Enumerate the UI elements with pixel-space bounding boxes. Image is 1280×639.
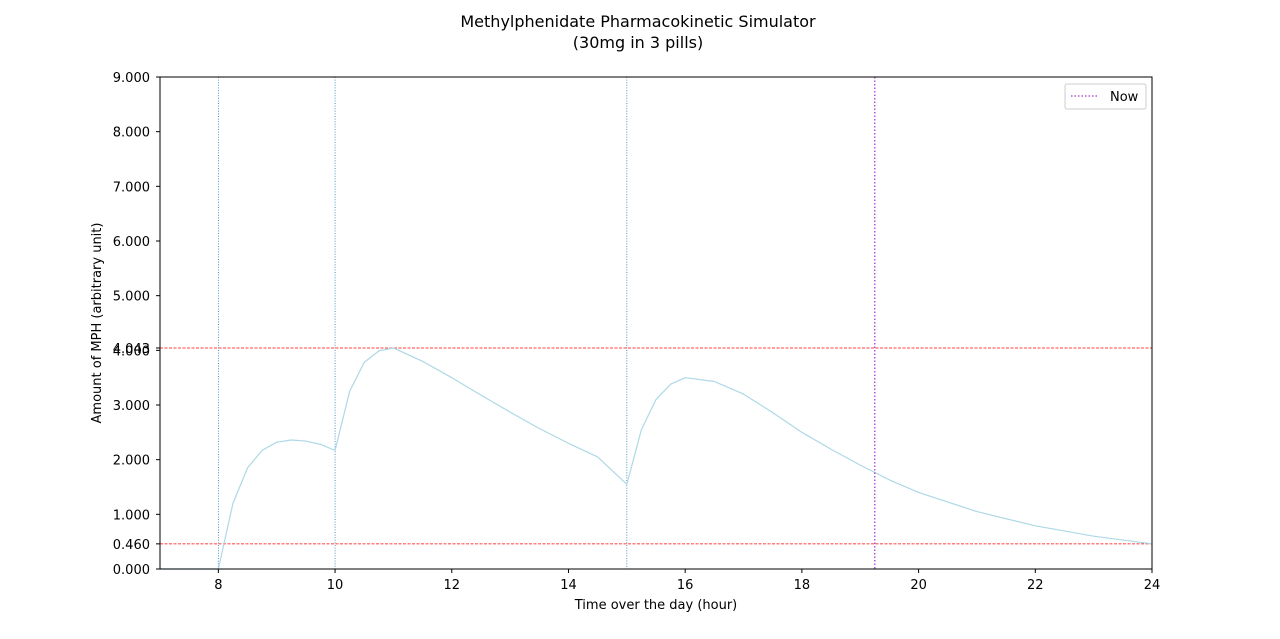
y-tick-label-8.000: 8.000	[113, 126, 150, 141]
legend-now-label: Now	[1110, 90, 1139, 105]
plot-area	[160, 77, 1153, 570]
x-tick-label-22: 22	[1027, 578, 1044, 593]
legend: Now	[1064, 83, 1147, 110]
x-tick-label-12: 12	[443, 578, 460, 593]
x-tick-label-20: 20	[910, 578, 927, 593]
axis-ticks: 8 10 12 14 16 18 20 22 24 0.000 0.460 1.000 2.000 3.0…	[113, 71, 1160, 593]
y-axis-title: Amount of MPH (arbitrary unit)	[90, 223, 105, 424]
y-tick-label-5.000: 5.000	[113, 290, 150, 305]
x-tick-label-18: 18	[794, 578, 811, 593]
y-tick-label-6.000: 6.000	[113, 235, 150, 250]
y-tick-label-0.000: 0.000	[113, 563, 150, 578]
legend-box	[1064, 83, 1147, 110]
y-tick-label-7.000: 7.000	[113, 180, 150, 195]
x-tick-label-24: 24	[1144, 578, 1161, 593]
x-tick-label-14: 14	[560, 578, 577, 593]
y-tick-label-3.000: 3.000	[113, 399, 150, 414]
y-tick-label-2.000: 2.000	[113, 454, 150, 469]
series-line-0	[160, 347, 1153, 570]
x-tick-label-8: 8	[214, 578, 222, 593]
y-tick-label-4.043: 4.043	[113, 342, 150, 357]
y-tick-label-4.000: 4.000	[113, 344, 150, 359]
chart-title: Methylphenidate Pharmacokinetic Simulato…	[460, 12, 816, 31]
x-tick-label-10: 10	[327, 578, 344, 593]
y-tick-label-0.460: 0.460	[113, 538, 150, 553]
x-axis-title: Time over the day (hour)	[574, 598, 738, 613]
x-tick-label-16: 16	[677, 578, 694, 593]
chart-subtitle: (30mg in 3 pills)	[573, 33, 703, 52]
y-tick-label-9.000: 9.000	[113, 71, 150, 86]
plot-frame	[159, 76, 1153, 570]
y-tick-label-1.000: 1.000	[113, 508, 150, 523]
